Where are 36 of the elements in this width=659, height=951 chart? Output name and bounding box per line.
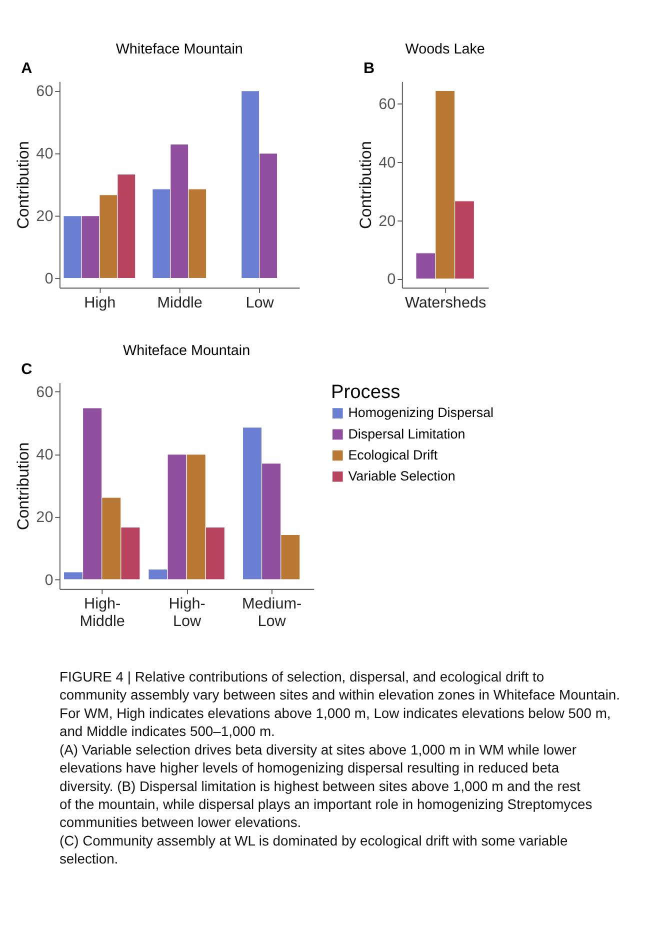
x-tick-label: Low (246, 294, 275, 312)
legend-label: Dispersal Limitation (348, 426, 466, 442)
y-tick-label: 0 (44, 270, 54, 288)
y-tick-label: 40 (378, 154, 396, 172)
x-tick-label: High-Low (168, 596, 206, 630)
text: (C) Community assembly at WL is dominated by ecological drift with some variable selection. (59, 832, 568, 867)
y-tick-label: 60 (36, 384, 54, 401)
x-tick-label: High (84, 294, 116, 312)
y-axis-title: Contribution (356, 141, 375, 229)
y-tick-label: 20 (36, 509, 54, 526)
y-axis-title: Contribution (14, 141, 32, 229)
legend-label: Ecological Drift (348, 447, 438, 462)
y-tick-label: 0 (44, 572, 54, 589)
x-tick-label: High-Middle (80, 596, 125, 630)
x-tick-label: Medium-Low (242, 596, 302, 630)
text: (A) Variable selection drives beta diversity at sites above 1,000 m in WM while lower elevations have higher levels of homogenizing dispersal resulting in reduced beta diversity. (B) Dispersal limitation is highest between sites above 1,000 m and the rest of the mountain, while dispersal plays an important role in homogenizing Streptomyces communities between lower elevations. (59, 741, 592, 830)
chart-title: Whiteface Mountain (123, 342, 250, 359)
y-axis-title: Contribution (14, 442, 32, 530)
y-tick-label: 20 (378, 212, 396, 230)
legend-title: Process (330, 382, 400, 403)
y-tick-label: 60 (378, 96, 396, 113)
text: B (364, 60, 375, 77)
caption: FIGURE 4 | Relative contributions of selection, dispersal, and ecological drift to community assembly vary between sites and within elevation zones in Whiteface Mountain. For WM, High indicates elevations above 1,000 m, Low indicates elevations below 500 m, and Middle indicates 500–1,000 m. (59, 668, 620, 740)
y-tick-label: 0 (387, 271, 396, 288)
x-tick-label: Middle (157, 294, 202, 312)
y-tick-label: 20 (36, 208, 54, 226)
legend-label: Homogenizing Dispersal (348, 405, 494, 420)
chart-title: Woods Lake (405, 42, 485, 58)
y-tick-label: 40 (36, 146, 54, 163)
y-tick-label: 60 (36, 83, 54, 100)
text: C (21, 360, 32, 378)
text: A (21, 60, 32, 77)
legend-label: Variable Selection (348, 468, 456, 484)
x-tick-label: Watersheds (404, 294, 487, 312)
y-tick-label: 40 (36, 446, 54, 464)
chart-title: Whiteface Mountain (116, 42, 243, 58)
